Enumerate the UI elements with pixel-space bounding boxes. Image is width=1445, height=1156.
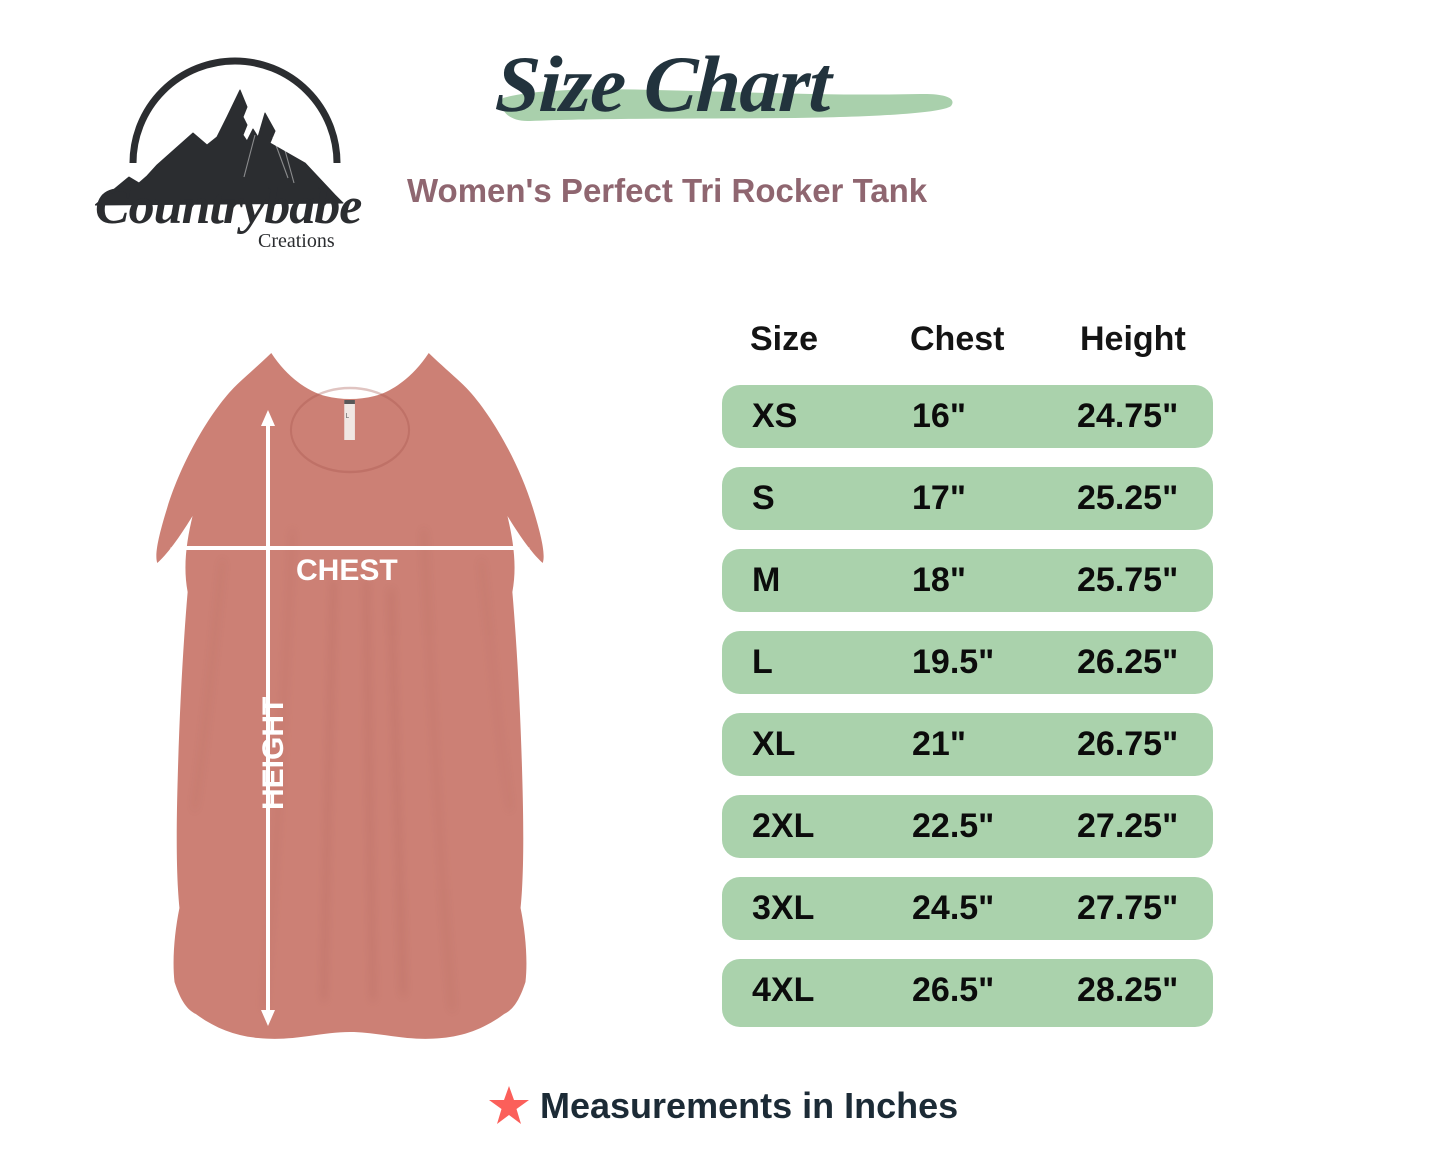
svg-text:L: L bbox=[346, 413, 350, 421]
svg-text:HEIGHT: HEIGHT bbox=[257, 697, 290, 810]
svg-text:CHEST: CHEST bbox=[296, 554, 398, 587]
